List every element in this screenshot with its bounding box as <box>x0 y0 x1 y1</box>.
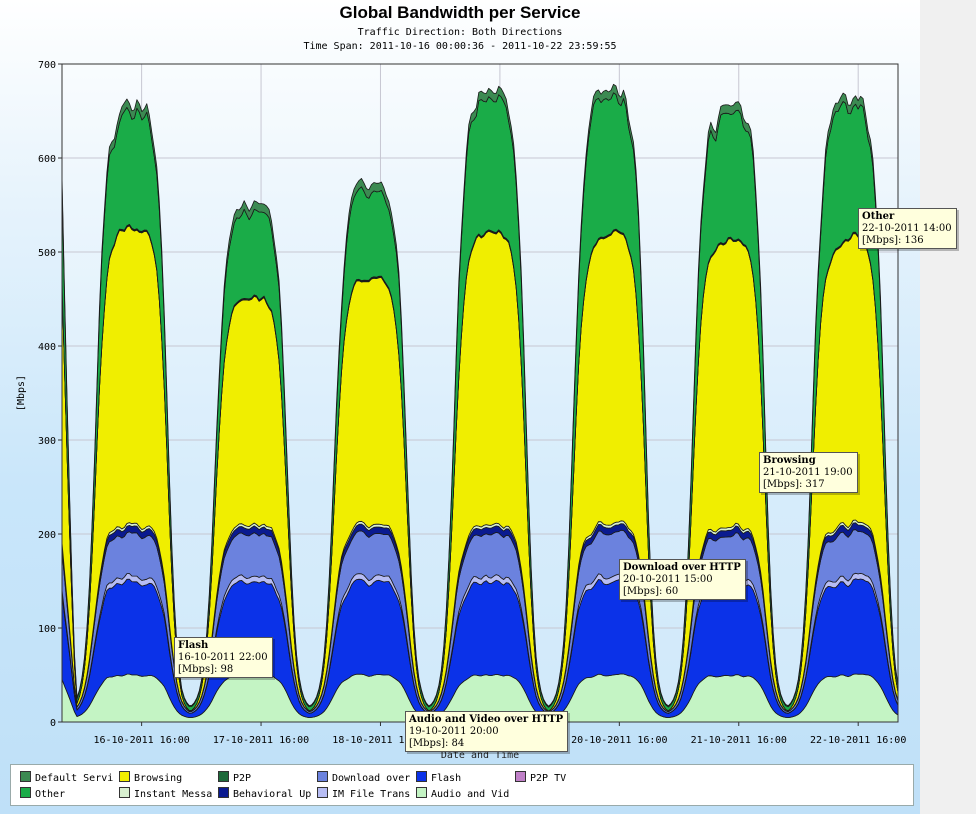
tooltip-time: 21-10-2011 19:00 <box>763 467 853 478</box>
tooltip-value: [Mbps]: 84 <box>409 738 465 749</box>
y-tick-label: 600 <box>38 154 56 165</box>
legend-swatch <box>119 771 130 782</box>
window-background <box>920 0 976 814</box>
x-tick-label: 17-10-2011 16:00 <box>213 735 309 746</box>
legend-swatch <box>515 771 526 782</box>
y-tick-labels: 0 100 200 300 400 500 600 700 <box>38 60 62 729</box>
tooltip-title: Flash <box>178 640 209 651</box>
tooltip-value: [Mbps]: 317 <box>763 479 825 490</box>
x-tick-label: 22-10-2011 16:00 <box>810 735 906 746</box>
legend-swatch <box>317 771 328 782</box>
legend-label: Flash <box>431 773 462 784</box>
legend-label: Default Servi <box>35 773 114 784</box>
x-axis-label: Date and Time <box>441 750 519 761</box>
legend-swatch <box>317 787 328 798</box>
legend-label: Browsing <box>134 773 183 784</box>
legend-label: P2P TV <box>530 773 567 784</box>
x-tick-label: 21-10-2011 16:00 <box>691 735 787 746</box>
tooltip-time: 22-10-2011 14:00 <box>862 223 952 234</box>
legend-item-default-servi[interactable]: Default Servi <box>20 771 116 785</box>
y-axis-label: [Mbps] <box>16 375 27 411</box>
tooltip-time: 20-10-2011 15:00 <box>623 574 713 585</box>
y-tick-label: 300 <box>38 436 56 447</box>
legend-swatch <box>119 787 130 798</box>
legend-item-download-over[interactable]: Download over <box>317 771 413 785</box>
legend-swatch <box>20 787 31 798</box>
legend-label: Other <box>35 789 66 800</box>
legend-swatch <box>218 787 229 798</box>
bandwidth-area-chart: 0 100 200 300 400 500 600 700 16-10-2011 16:00 1… <box>16 60 906 761</box>
legend-item-im-file-trans[interactable]: IM File Trans <box>317 787 413 801</box>
chart-subtitle-direction: Traffic Direction: Both Directions <box>357 27 563 38</box>
legend-item-p2p-tv[interactable]: P2P TV <box>515 771 611 785</box>
legend-label: P2P <box>233 773 252 784</box>
tooltip-time: 19-10-2011 20:00 <box>409 726 499 737</box>
tooltip-other: Other 22-10-2011 14:00 [Mbps]: 136 <box>858 208 957 249</box>
legend-swatch <box>416 771 427 782</box>
legend-item-p2p[interactable]: P2P <box>218 771 314 785</box>
legend-item-flash[interactable]: Flash <box>416 771 512 785</box>
legend-label: Download over <box>332 773 411 784</box>
legend-item-audio-and-vid[interactable]: Audio and Vid <box>416 787 512 801</box>
legend-swatch <box>218 771 229 782</box>
tooltip-title: Download over HTTP <box>623 562 741 573</box>
tooltip-audio-and-video-over-http: Audio and Video over HTTP 19-10-2011 20:0… <box>405 711 569 752</box>
legend-item-other[interactable]: Other <box>20 787 116 801</box>
legend-swatch <box>416 787 427 798</box>
tooltip-title: Browsing <box>763 455 816 466</box>
y-tick-label: 0 <box>50 718 56 729</box>
y-tick-label: 100 <box>38 624 56 635</box>
tooltip-title: Audio and Video over HTTP <box>409 714 564 725</box>
y-tick-label: 500 <box>38 248 56 259</box>
tooltip-flash: Flash 16-10-2011 22:00 [Mbps]: 98 <box>174 637 273 678</box>
x-tick-label: 20-10-2011 16:00 <box>571 735 667 746</box>
tooltip-time: 16-10-2011 22:00 <box>178 652 268 663</box>
chart-title: Global Bandwidth per Service <box>339 3 581 22</box>
legend-label: Behavioral Up <box>233 789 312 800</box>
tooltip-title: Other <box>862 211 895 222</box>
y-tick-label: 200 <box>38 530 56 541</box>
chart-subtitle-timespan: Time Span: 2011-10-16 00:00:36 - 2011-10… <box>303 41 617 52</box>
tooltip-download-over-http: Download over HTTP 20-10-2011 15:00 [Mbps]… <box>619 559 746 600</box>
legend-label: Instant Messa <box>134 789 213 800</box>
legend-label: IM File Trans <box>332 789 411 800</box>
y-tick-label: 400 <box>38 342 56 353</box>
tooltip-value: [Mbps]: 136 <box>862 235 924 246</box>
tooltip-value: [Mbps]: 98 <box>178 664 234 675</box>
tooltip-value: [Mbps]: 60 <box>623 586 679 597</box>
chart-legend: Default Servi Browsing P2P Download over Fla… <box>10 764 914 806</box>
x-tick-label: 18-10-2011 16:00 <box>332 735 428 746</box>
legend-label: Audio and Vid <box>431 789 510 800</box>
x-tick-label: 16-10-2011 16:00 <box>93 735 189 746</box>
legend-item-behavioral-up[interactable]: Behavioral Up <box>218 787 314 801</box>
y-tick-label: 700 <box>38 60 56 71</box>
tooltip-browsing: Browsing 21-10-2011 19:00 [Mbps]: 317 <box>759 452 858 493</box>
legend-item-instant-messa[interactable]: Instant Messa <box>119 787 215 801</box>
legend-swatch <box>20 771 31 782</box>
legend-item-browsing[interactable]: Browsing <box>119 771 215 785</box>
